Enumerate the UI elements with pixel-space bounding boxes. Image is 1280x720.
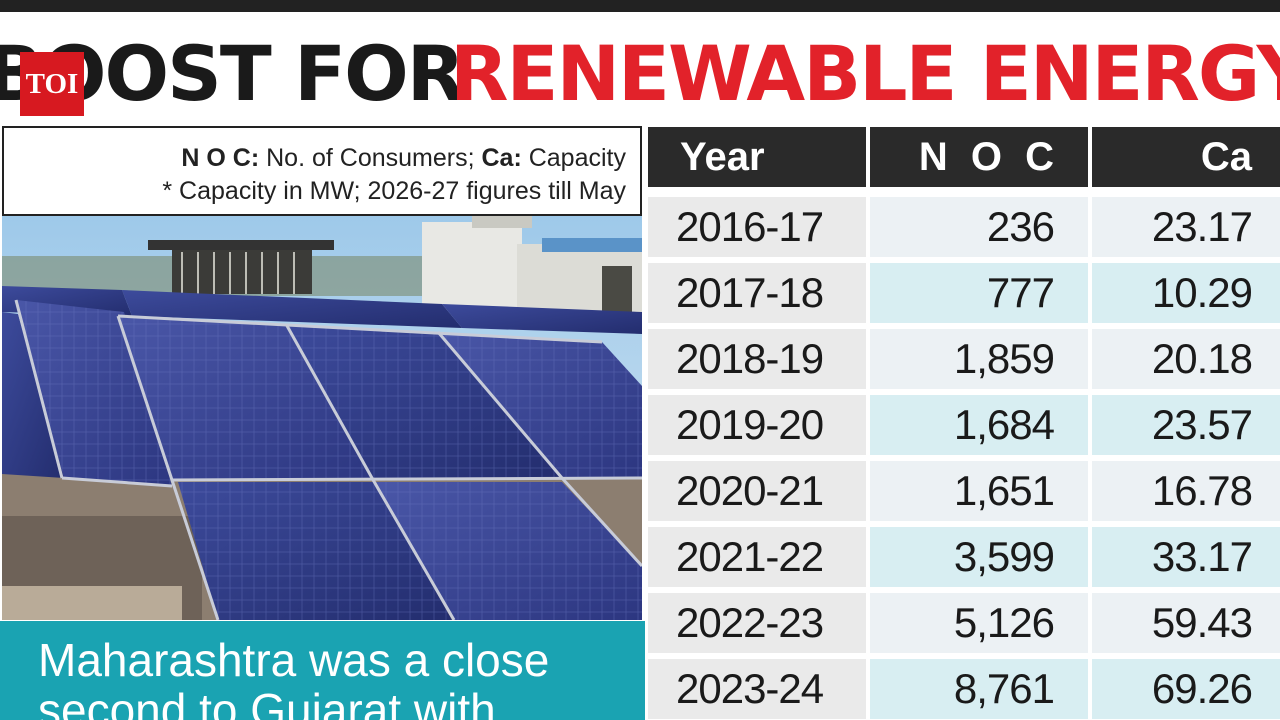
ca-cell: 20.18: [1092, 329, 1280, 389]
table-row: 2021-22 3,599 33.17: [645, 524, 1280, 590]
data-table: Year N O C Ca 2016-17 236 23.17 2017-18 …: [645, 124, 1280, 720]
noc-cell: 236: [870, 197, 1088, 257]
noc-cell: 1,651: [870, 461, 1088, 521]
legend-noc-abbr: N O C:: [181, 144, 260, 172]
legend-ca-abbr: Ca:: [481, 144, 522, 172]
table-row: 2020-21 1,651 16.78: [645, 458, 1280, 524]
year-cell: 2017-18: [648, 263, 866, 323]
noc-cell: 5,126: [870, 593, 1088, 653]
headline-red-part: RENEWABLE ENERGY: [450, 29, 1280, 118]
ca-cell: 16.78: [1092, 461, 1280, 521]
solar-panels-photo: [2, 216, 642, 620]
table-row: 2016-17 236 23.17: [645, 194, 1280, 260]
ca-cell: 23.57: [1092, 395, 1280, 455]
table-row: 2017-18 777 10.29: [645, 260, 1280, 326]
noc-cell: 1,684: [870, 395, 1088, 455]
caption-box: Maharashtra was a close second to Gujara…: [0, 621, 645, 720]
header-year: Year: [648, 127, 866, 187]
left-panel: N O C: No. of Consumers; Ca: Capacity * …: [0, 124, 645, 720]
table-row: 2022-23 5,126 59.43: [645, 590, 1280, 656]
noc-cell: 8,761: [870, 659, 1088, 719]
year-cell: 2023-24: [648, 659, 866, 719]
year-cell: 2022-23: [648, 593, 866, 653]
year-cell: 2018-19: [648, 329, 866, 389]
noc-cell: 3,599: [870, 527, 1088, 587]
toi-logo: TOI: [20, 52, 84, 116]
legend-line-1: N O C: No. of Consumers; Ca: Capacity: [4, 142, 626, 175]
legend-note: * Capacity in MW; 2026-27 figures till M…: [162, 177, 626, 205]
table-row: 2023-24 8,761 69.26: [645, 656, 1280, 720]
header-ca: Ca: [1092, 127, 1280, 187]
caption-line-2: second to Gujarat with: [38, 684, 496, 720]
year-cell: 2020-21: [648, 461, 866, 521]
headline: BOOST FOR RENEWABLE ENERGY: [0, 22, 1280, 122]
year-cell: 2019-20: [648, 395, 866, 455]
ca-cell: 23.17: [1092, 197, 1280, 257]
top-rule: [0, 0, 1280, 12]
ca-cell: 10.29: [1092, 263, 1280, 323]
legend-ca-desc: Capacity: [521, 144, 626, 172]
ca-cell: 33.17: [1092, 527, 1280, 587]
ca-cell: 69.26: [1092, 659, 1280, 719]
table-header-row: Year N O C Ca: [645, 124, 1280, 190]
header-noc: N O C: [870, 127, 1088, 187]
noc-cell: 1,859: [870, 329, 1088, 389]
legend-noc-desc: No. of Consumers;: [259, 144, 482, 172]
table-row: 2018-19 1,859 20.18: [645, 326, 1280, 392]
year-cell: 2016-17: [648, 197, 866, 257]
legend-box: N O C: No. of Consumers; Ca: Capacity * …: [2, 126, 642, 216]
table-row: 2019-20 1,684 23.57: [645, 392, 1280, 458]
noc-cell: 777: [870, 263, 1088, 323]
caption-line-1: Maharashtra was a close: [38, 634, 550, 686]
caption-text: Maharashtra was a close second to Gujara…: [38, 635, 638, 720]
year-cell: 2021-22: [648, 527, 866, 587]
ca-cell: 59.43: [1092, 593, 1280, 653]
